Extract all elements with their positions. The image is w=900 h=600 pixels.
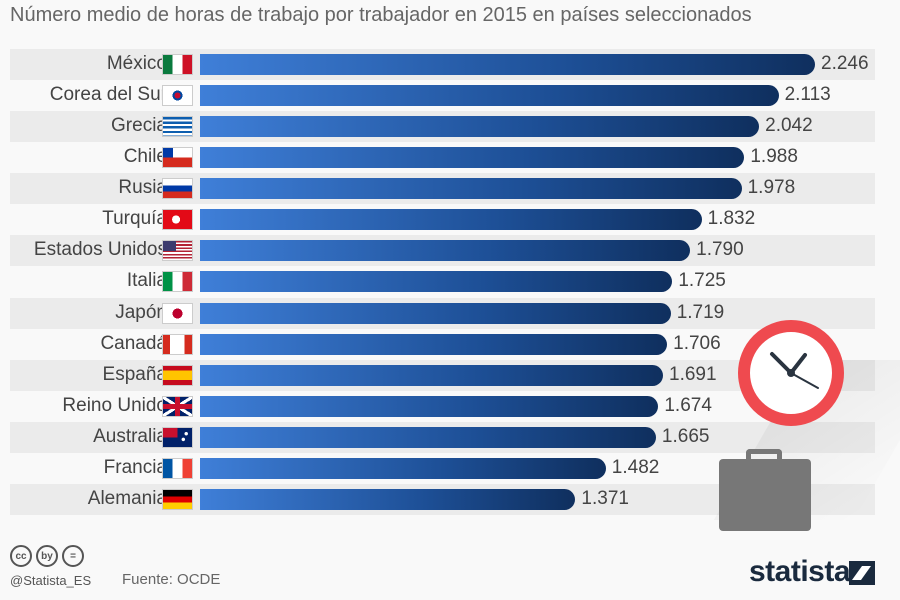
license-icons: cc by = [10, 545, 84, 567]
category-label: Corea del Sur [49, 84, 167, 106]
bar-row: Grecia 2.042 [10, 111, 875, 143]
category-label: Japón [115, 301, 167, 323]
bar-row: México 2.246 [10, 49, 875, 80]
category-label: Reino Unido [62, 394, 167, 416]
bar-row: Corea del Sur 2.113 [10, 80, 875, 111]
bar [200, 178, 742, 200]
category-label: Estados Unidos [33, 239, 167, 261]
flag-de-icon [162, 488, 193, 510]
bar [200, 457, 606, 479]
cc-icon: cc [10, 545, 32, 567]
flag-fr-icon [162, 457, 193, 479]
category-label: Chile [123, 146, 167, 168]
flag-au-icon [162, 426, 193, 448]
bar [200, 395, 659, 417]
value-label: 1.482 [611, 456, 660, 478]
value-label: 1.790 [696, 239, 744, 261]
category-label: España [102, 363, 167, 385]
flag-ru-icon [162, 178, 193, 200]
briefcase-handle [746, 449, 782, 463]
category-label: Rusia [118, 177, 167, 199]
bar-row: España 1.691 [10, 359, 875, 391]
bar [200, 240, 691, 262]
value-label: 1.674 [664, 394, 712, 416]
clock-icon [738, 320, 844, 426]
statista-logo[interactable]: statista [749, 555, 851, 588]
value-label: 2.113 [784, 84, 831, 106]
category-label: Australia [93, 425, 167, 447]
flag-gr-icon [162, 116, 193, 138]
flag-cl-icon [162, 147, 193, 169]
flag-gb-icon [162, 395, 193, 417]
flag-mx-icon [162, 54, 193, 75]
category-label: Alemania [87, 487, 167, 509]
flag-jp-icon [162, 302, 193, 324]
value-label: 1.978 [747, 177, 796, 199]
bar [200, 116, 760, 138]
source-note: Fuente: OCDE [122, 571, 221, 588]
flag-it-icon [162, 271, 193, 293]
value-label: 1.371 [581, 487, 629, 509]
category-label: México [106, 53, 167, 74]
value-label: 1.691 [669, 363, 717, 385]
value-label: 1.706 [673, 332, 721, 354]
flag-us-icon [162, 240, 193, 262]
bar-row: Canadá 1.706 [10, 329, 875, 360]
bar [200, 333, 668, 355]
category-label: Grecia [111, 115, 167, 137]
flag-tr-icon [162, 209, 193, 231]
value-label: 1.665 [661, 425, 710, 447]
bar [200, 302, 671, 324]
value-label: 1.719 [676, 301, 725, 323]
bar [200, 271, 673, 293]
bar-row: Australia 1.665 [10, 421, 875, 453]
bar-row: Reino Unido 1.674 [10, 391, 875, 422]
flag-es-icon [162, 364, 193, 386]
bar-row: Chile 1.988 [10, 142, 875, 173]
category-label: Canadá [100, 332, 167, 354]
bar [200, 426, 656, 448]
bar [200, 85, 779, 107]
value-label: 1.988 [750, 146, 798, 168]
bar [200, 147, 745, 169]
attribution-icon: by [36, 545, 58, 567]
statista-logo-icon [849, 561, 875, 585]
value-label: 1.832 [707, 208, 756, 230]
bar-row: Turquía 1.832 [10, 204, 875, 235]
category-label: Turquía [102, 208, 167, 230]
bar-row: Francia 1.482 [10, 453, 875, 484]
bar [200, 54, 815, 75]
value-label: 1.725 [678, 270, 726, 292]
bar [200, 488, 576, 510]
value-label: 2.246 [821, 53, 869, 74]
bar-row: Japón 1.719 [10, 297, 875, 329]
bar-row: Estados Unidos 1.790 [10, 235, 875, 267]
flag-ca-icon [162, 333, 193, 355]
flag-kr-icon [162, 85, 193, 107]
bar-row: Rusia 1.978 [10, 173, 875, 205]
twitter-handle[interactable]: @Statista_ES [10, 573, 92, 588]
briefcase-icon [719, 459, 811, 531]
bar [200, 364, 664, 386]
value-label: 2.042 [765, 115, 813, 137]
bar [200, 209, 702, 231]
category-label: Italia [126, 270, 167, 292]
category-label: Francia [103, 456, 167, 478]
no-derivatives-icon: = [62, 545, 84, 567]
bar-row: Italia 1.725 [10, 266, 875, 297]
chart-title: Número medio de horas de trabajo por tra… [10, 4, 752, 26]
